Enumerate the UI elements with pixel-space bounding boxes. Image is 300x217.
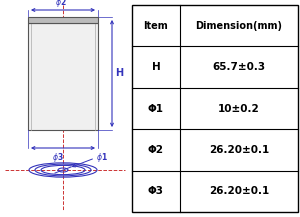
Text: H: H	[115, 69, 123, 79]
Text: 65.7±0.3: 65.7±0.3	[212, 62, 266, 72]
Text: $\phi$2: $\phi$2	[55, 0, 67, 9]
Bar	[132, 5, 298, 212]
Text: Item: Item	[144, 21, 168, 31]
Text: $\phi$3: $\phi$3	[52, 151, 64, 164]
Text: 26.20±0.1: 26.20±0.1	[209, 145, 269, 155]
Bar	[28, 23, 98, 130]
Text: H: H	[152, 62, 160, 72]
Text: 26.20±0.1: 26.20±0.1	[209, 186, 269, 196]
Text: Φ2: Φ2	[148, 145, 164, 155]
Text: $\phi$1: $\phi$1	[96, 151, 108, 163]
Bar	[28, 17, 98, 23]
Text: Φ1: Φ1	[148, 104, 164, 113]
Text: Dimension(mm): Dimension(mm)	[196, 21, 283, 31]
Text: 10±0.2: 10±0.2	[218, 104, 260, 113]
Text: Φ3: Φ3	[148, 186, 164, 196]
